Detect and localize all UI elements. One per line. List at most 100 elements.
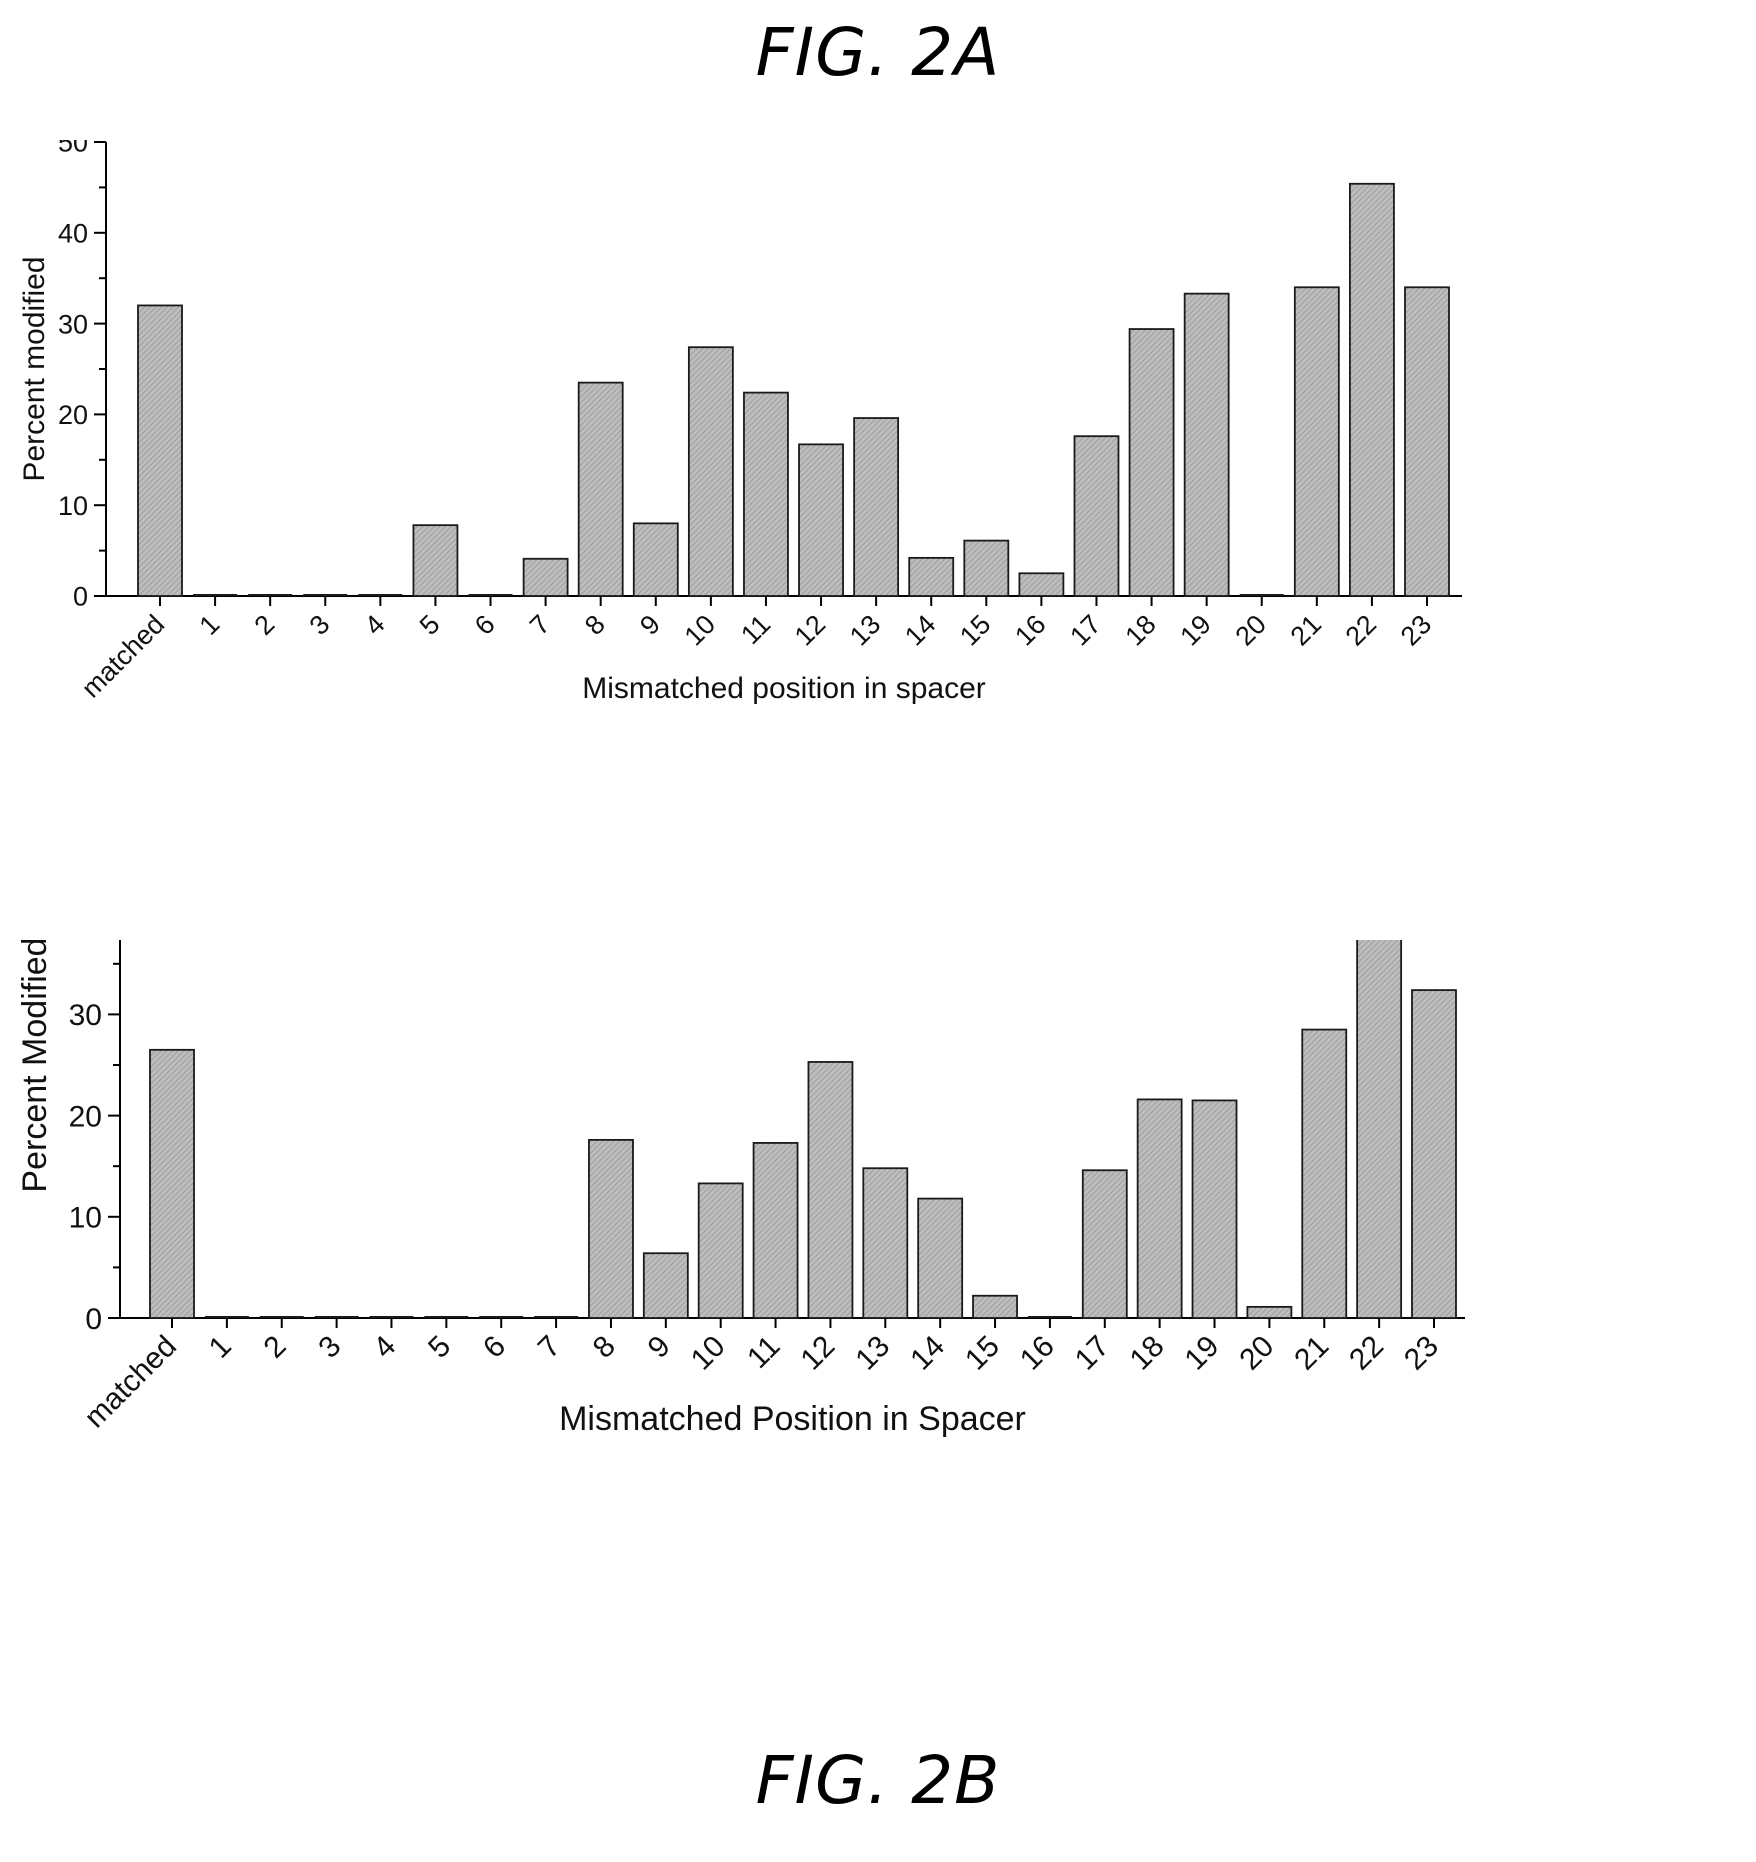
x-axis-title: Mismatched Position in Spacer xyxy=(559,1400,1026,1438)
x-tick-label: matched xyxy=(78,1330,183,1435)
bar-17 xyxy=(1081,1169,1128,1319)
bar-8 xyxy=(588,1138,634,1319)
bar-21 xyxy=(1301,1028,1348,1319)
x-tick-label: 17 xyxy=(1064,609,1106,651)
bar-matched xyxy=(137,304,183,597)
y-tick-label: 20 xyxy=(58,400,88,430)
x-tick-label: 1 xyxy=(193,609,225,641)
bar-8 xyxy=(577,381,624,597)
bar-20 xyxy=(1246,1305,1293,1319)
x-tick-label: 4 xyxy=(359,609,391,641)
bar-23 xyxy=(1404,286,1450,597)
x-tick-label: 7 xyxy=(532,1330,567,1365)
bar-17 xyxy=(1073,435,1120,597)
x-tick-label: 15 xyxy=(954,609,996,651)
x-tick-label: 5 xyxy=(414,609,446,641)
x-tick-label: 21 xyxy=(1288,1330,1335,1377)
figure-label-2a: FIG. 2A xyxy=(755,14,1001,91)
x-tick-label: 20 xyxy=(1230,609,1272,651)
x-tick-label: 14 xyxy=(904,1330,951,1377)
y-tick-label: 50 xyxy=(58,140,88,158)
x-tick-label: 7 xyxy=(524,609,556,641)
y-tick-label: 20 xyxy=(69,1100,102,1133)
x-tick-label: 2 xyxy=(258,1330,293,1365)
x-tick-label: 20 xyxy=(1233,1330,1280,1377)
x-tick-label: 18 xyxy=(1124,1330,1171,1377)
x-tick-label: 17 xyxy=(1069,1330,1116,1377)
x-tick-label: 10 xyxy=(685,1330,732,1377)
x-tick-label: 8 xyxy=(579,609,611,641)
x-tick-label: 13 xyxy=(849,1330,896,1377)
x-tick-label: 8 xyxy=(587,1330,622,1365)
bar-14 xyxy=(917,1197,964,1319)
x-tick-label: 16 xyxy=(1009,609,1051,651)
x-tick-label: 11 xyxy=(735,609,776,650)
bar-chart-2b: 01020304050matched1234567891011121314151… xyxy=(16,940,1465,1438)
y-tick-label: 10 xyxy=(58,491,88,521)
bar-15 xyxy=(972,1294,1018,1319)
bar-5 xyxy=(412,524,459,597)
x-tick-label: 12 xyxy=(794,1330,841,1377)
x-tick-label: 13 xyxy=(844,609,886,651)
y-axis-title: Percent modified xyxy=(18,256,51,481)
x-tick-label: 3 xyxy=(304,609,336,641)
x-tick-label: 6 xyxy=(477,1330,512,1365)
x-tick-label: 3 xyxy=(312,1330,347,1365)
bar-9 xyxy=(632,522,679,597)
x-tick-label: matched xyxy=(76,609,170,703)
bar-22 xyxy=(1356,940,1403,1319)
x-tick-label: 5 xyxy=(422,1330,457,1365)
bar-18 xyxy=(1136,1098,1183,1319)
bar-9 xyxy=(642,1252,689,1319)
x-tick-label: 6 xyxy=(469,609,501,641)
bar-11 xyxy=(752,1142,799,1319)
x-tick-label: 23 xyxy=(1398,1330,1445,1377)
y-tick-label: 0 xyxy=(73,582,88,612)
bar-14 xyxy=(908,556,955,597)
x-tick-label: 15 xyxy=(959,1330,1006,1377)
x-tick-label: 11 xyxy=(741,1330,786,1375)
bar-15 xyxy=(963,539,1010,597)
figure-label-2b: FIG. 2B xyxy=(755,1742,1001,1819)
x-tick-label: 4 xyxy=(367,1330,402,1365)
x-tick-label: 18 xyxy=(1119,609,1161,651)
x-tick-label: 9 xyxy=(642,1330,677,1365)
bar-12 xyxy=(798,443,844,597)
bar-10 xyxy=(687,346,734,597)
x-tick-label: 10 xyxy=(679,609,721,651)
bar-13 xyxy=(862,1167,909,1319)
x-tick-label: 23 xyxy=(1395,609,1437,651)
y-axis-title: Percent Modified xyxy=(16,940,54,1193)
bar-11 xyxy=(743,391,789,597)
y-tick-label: 40 xyxy=(58,219,88,249)
x-tick-label: 12 xyxy=(789,609,831,651)
x-tick-label: 16 xyxy=(1014,1330,1061,1377)
bar-18 xyxy=(1128,328,1175,597)
bar-matched xyxy=(149,1048,195,1319)
bar-13 xyxy=(853,417,900,597)
x-tick-label: 1 xyxy=(203,1330,238,1365)
bar-7 xyxy=(522,557,569,597)
y-tick-label: 10 xyxy=(69,1202,102,1235)
y-tick-label: 30 xyxy=(69,999,102,1032)
bar-19 xyxy=(1191,1099,1238,1319)
x-axis-title: Mismatched position in spacer xyxy=(582,672,986,705)
x-tick-label: 2 xyxy=(249,609,281,641)
bar-21 xyxy=(1293,286,1340,597)
x-tick-label: 19 xyxy=(1179,1330,1226,1377)
y-tick-label: 0 xyxy=(85,1303,102,1336)
bar-12 xyxy=(807,1061,854,1319)
x-tick-label: 22 xyxy=(1343,1330,1390,1377)
x-tick-label: 21 xyxy=(1285,609,1327,651)
x-tick-label: 14 xyxy=(899,609,941,651)
y-tick-label: 30 xyxy=(58,309,88,339)
x-tick-label: 9 xyxy=(634,609,666,641)
bar-16 xyxy=(1018,572,1065,597)
bar-22 xyxy=(1349,182,1395,597)
bar-10 xyxy=(697,1182,744,1319)
x-tick-label: 22 xyxy=(1340,609,1382,651)
bar-19 xyxy=(1183,292,1230,597)
x-tick-label: 19 xyxy=(1174,609,1216,651)
bar-23 xyxy=(1411,989,1457,1319)
